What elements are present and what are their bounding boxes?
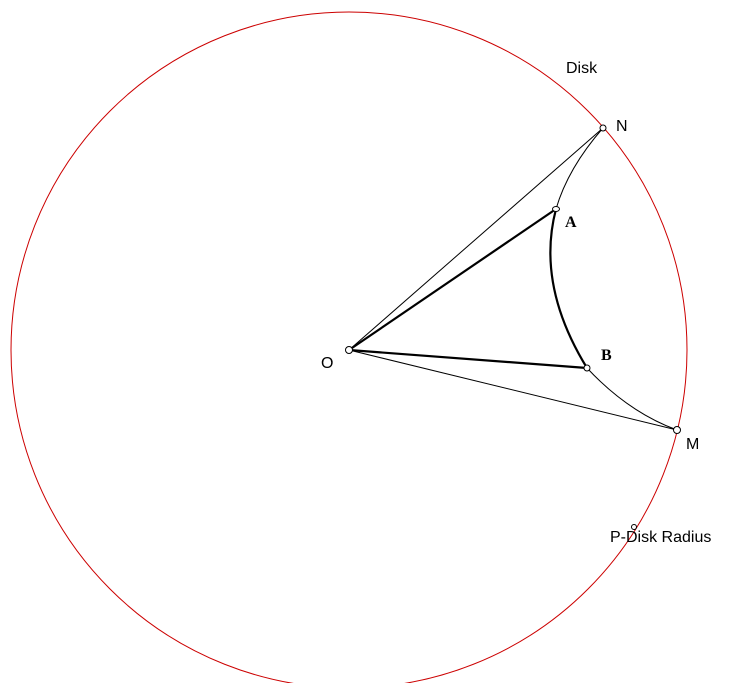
line-o-n <box>348 127 604 351</box>
label-a: A <box>565 214 577 231</box>
point-m[interactable] <box>673 426 681 434</box>
segment-o-a <box>348 208 557 351</box>
point-radius-handle[interactable] <box>631 524 637 530</box>
label-o: O <box>321 355 333 372</box>
line-o-m <box>348 349 678 431</box>
label-n: N <box>616 118 628 135</box>
point-a[interactable] <box>552 206 560 212</box>
point-n[interactable] <box>599 124 607 132</box>
disk-boundary <box>10 11 688 683</box>
arc-b-m <box>586 367 678 431</box>
segment-o-b <box>348 348 588 370</box>
label-m: M <box>686 436 699 453</box>
label-p-disk-radius: P-Disk Radius <box>610 529 711 546</box>
point-b[interactable] <box>583 364 591 372</box>
geodesic-a-b <box>549 208 588 369</box>
arc-n-a <box>555 127 604 210</box>
label-disk: Disk <box>566 60 598 77</box>
point-o[interactable] <box>345 346 353 354</box>
label-b: B <box>601 347 612 364</box>
